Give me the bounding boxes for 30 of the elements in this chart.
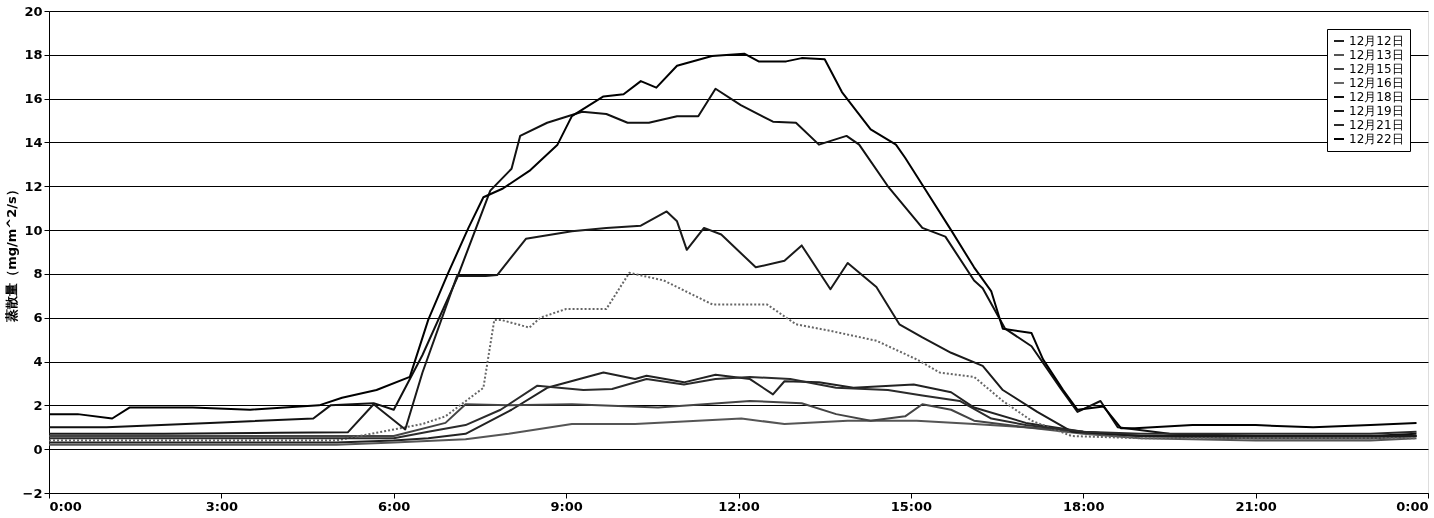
x-tick-label: 9:00: [550, 498, 583, 514]
x-tick-label: 12:00: [718, 498, 760, 514]
y-tick-label: 14: [24, 134, 43, 150]
legend-label: 12月13日: [1349, 48, 1404, 62]
x-tick-label: 18:00: [1063, 498, 1105, 514]
y-tick-label: 6: [33, 310, 43, 326]
y-tick-label: 4: [33, 354, 43, 370]
y-tick-label: 8: [33, 266, 43, 282]
y-tick-label: 10: [24, 222, 43, 238]
legend-label: 12月16日: [1349, 76, 1404, 90]
legend-label: 12月21日: [1349, 118, 1404, 132]
legend-label: 12月12日: [1349, 34, 1404, 48]
y-tick-label: 2: [33, 397, 43, 413]
legend-label: 12月18日: [1349, 90, 1404, 104]
x-tick-label: 0:00: [49, 498, 82, 514]
y-tick-label: 18: [24, 47, 43, 63]
y-tick-label: 16: [24, 91, 43, 107]
x-tick-label: 3:00: [205, 498, 239, 514]
legend-label: 12月15日: [1349, 62, 1404, 76]
y-tick-label: 20: [24, 3, 43, 19]
y-tick-label: 12: [24, 178, 43, 194]
x-tick-label: 15:00: [890, 498, 933, 514]
y-tick-label: −2: [22, 485, 43, 501]
legend-label: 12月19日: [1349, 104, 1404, 118]
x-tick-label: 6:00: [378, 498, 411, 514]
x-tick-label: 21:00: [1235, 498, 1277, 514]
y-axis-title: 蒸散量（mg/m^2/s）: [3, 183, 19, 323]
legend-label: 12月22日: [1349, 132, 1404, 146]
y-tick-label: 0: [33, 441, 43, 457]
x-tick-label: 0:00: [1396, 498, 1429, 514]
